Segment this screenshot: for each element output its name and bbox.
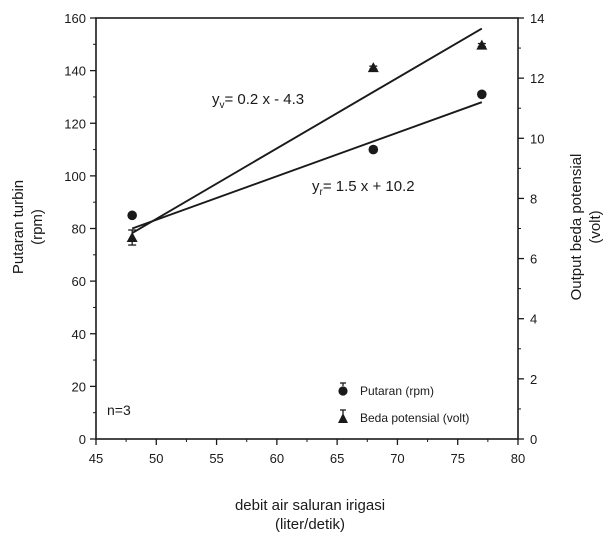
y-axis-right-title-line1: Output beda potensial — [568, 154, 585, 301]
equation-voltage-base: y — [212, 91, 220, 108]
x-tick-label: 45 — [89, 451, 103, 466]
equation-voltage-rest: = 0.2 x - 4.3 — [225, 91, 305, 108]
data-point-voltage — [476, 39, 488, 50]
equation-rpm-rest: = 1.5 x + 10.2 — [323, 178, 415, 195]
y-right-tick-label: 12 — [530, 71, 544, 86]
y-left-tick-label: 120 — [64, 116, 86, 131]
data-markers — [126, 39, 488, 246]
data-point-rpm — [368, 144, 379, 155]
legend: Putaran (rpm) Beda potensial (volt) — [338, 382, 469, 425]
y-axis-right-title-line2: (volt) — [587, 210, 604, 243]
y-left-tick-label: 20 — [72, 379, 86, 394]
y-right-tick-label: 10 — [530, 131, 544, 146]
equation-rpm-sub: r — [320, 187, 324, 198]
x-tick-label: 50 — [149, 451, 163, 466]
y-right-tick-label: 6 — [530, 252, 537, 267]
data-point-rpm — [127, 210, 137, 221]
y-axis-left-title-line2: (rpm) — [29, 209, 46, 245]
legend-circle-icon — [338, 382, 348, 396]
y-left-tick-label: 60 — [72, 274, 86, 289]
y-left-tick-label: 0 — [79, 432, 86, 447]
legend-label-voltage: Beda potensial (volt) — [360, 411, 469, 425]
fit-line-rpm — [131, 101, 483, 230]
x-tick-label: 60 — [270, 451, 284, 466]
y-right-tick-label: 8 — [530, 191, 537, 206]
axes: 45 50 55 60 65 70 75 80 0 20 40 60 80 100 120 140 160 0 2 4… — [64, 11, 544, 466]
y-right-tick-label: 14 — [530, 11, 544, 26]
fit-line-voltage — [131, 27, 483, 234]
y-left-tick-label: 160 — [64, 11, 86, 26]
legend-triangle-icon — [338, 409, 348, 423]
y-axis-left-title-line1: Putaran turbin — [10, 180, 27, 274]
y-left-tick-label: 40 — [72, 327, 86, 342]
x-tick-label: 75 — [450, 451, 464, 466]
y-left-tick-label: 100 — [64, 169, 86, 184]
x-tick-label: 65 — [330, 451, 344, 466]
plot-frame — [95, 17, 519, 440]
x-tick-label: 55 — [209, 451, 223, 466]
equation-voltage: yv= 0.2 x - 4.3 — [212, 91, 304, 111]
equation-rpm: yr= 1.5 x + 10.2 — [312, 178, 415, 198]
data-point-voltage — [367, 62, 379, 73]
legend-label-rpm: Putaran (rpm) — [360, 384, 434, 398]
y-left-tick-label: 140 — [64, 64, 86, 79]
x-tick-label: 80 — [511, 451, 525, 466]
x-axis-title-line2: (liter/detik) — [275, 516, 345, 533]
y-right-tick-label: 4 — [530, 312, 537, 327]
sample-size-label: n=3 — [107, 402, 131, 418]
data-point-voltage — [126, 232, 138, 243]
equation-voltage-sub: v — [220, 100, 225, 111]
y-left-tick-label: 80 — [72, 222, 86, 237]
y-right-tick-label: 2 — [530, 372, 537, 387]
x-tick-label: 70 — [390, 451, 404, 466]
y-right-tick-label: 0 — [530, 432, 537, 447]
equation-rpm-base: y — [312, 178, 320, 195]
fit-lines — [131, 27, 483, 234]
data-point-rpm — [477, 89, 487, 100]
x-axis-title-line1: debit air saluran irigasi — [235, 497, 385, 514]
